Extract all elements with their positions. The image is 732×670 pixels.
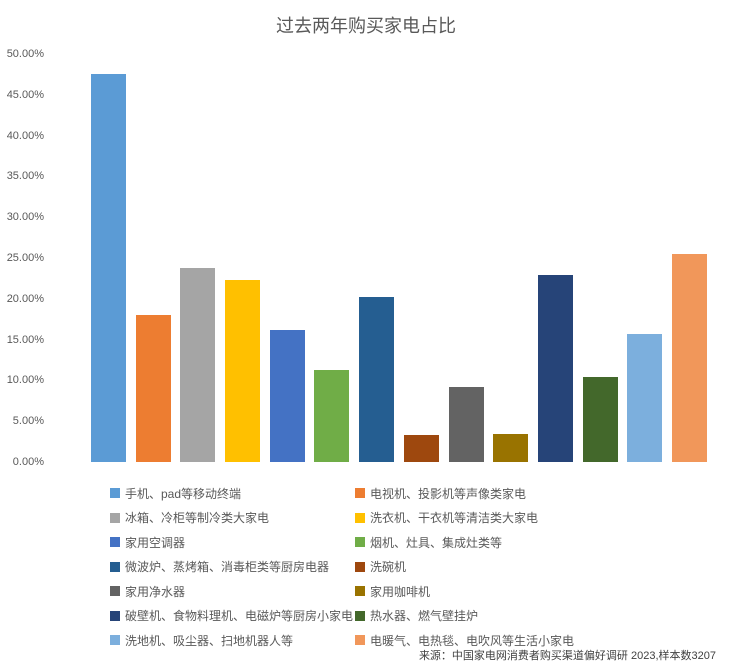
legend-item: 微波炉、蒸烤箱、消毒柜类等厨房电器 (110, 555, 355, 580)
y-axis-tick-label: 35.00% (6, 170, 44, 183)
legend-item: 洗碗机 (355, 555, 574, 580)
legend-item: 热水器、燃气壁挂炉 (355, 604, 574, 629)
legend-label: 洗碗机 (370, 560, 407, 575)
legend-item: 电视机、投影机等声像类家电 (355, 481, 574, 506)
chart-bar-1 (91, 74, 126, 462)
chart-bar-4 (225, 280, 261, 462)
legend-marker (355, 610, 365, 621)
legend-label: 电视机、投影机等声像类家电 (370, 486, 527, 501)
chart-bar-14 (671, 253, 707, 462)
source-note: 来源：中国家电网消费者购买渠道偏好调研 2023,样本数3207 (418, 650, 716, 662)
legend-marker (110, 512, 120, 523)
chart-bar-9 (448, 386, 484, 462)
legend-item: 手机、pad等移动终端 (110, 481, 355, 506)
legend-label: 洗衣机、干衣机等清洁类大家电 (370, 511, 539, 526)
y-axis-tick-label: 50.00% (6, 48, 44, 60)
legend-marker (355, 537, 365, 548)
y-axis: 50.00% 45.00% 40.00% 35.00% 30.00% 25.00% 20.0… (0, 48, 44, 468)
chart-bar-8 (403, 435, 439, 462)
legend-marker (110, 586, 120, 597)
legend-label: 电暖气、电热毯、电吹风等生活小家电 (370, 633, 575, 648)
legend-item: 电暖气、电热毯、电吹风等生活小家电 (355, 628, 574, 653)
y-axis-tick-label: 15.00% (6, 333, 44, 346)
chart-bar-7 (359, 297, 395, 462)
legend-label: 家用空调器 (125, 535, 186, 550)
y-axis-tick-label: 20.00% (6, 292, 44, 305)
plot-area (50, 54, 722, 462)
y-axis-tick-label: 30.00% (6, 211, 44, 224)
legend-item: 洗地机、吸尘器、扫地机器人等 (110, 628, 355, 653)
legend-marker (355, 488, 365, 499)
legend-label: 洗地机、吸尘器、扫地机器人等 (125, 633, 294, 648)
legend-marker (355, 586, 365, 597)
legend-label: 微波炉、蒸烤箱、消毒柜类等厨房电器 (125, 560, 330, 575)
y-axis-tick-label: 0.00% (12, 456, 44, 468)
legend: 手机、pad等移动终端 电视机、投影机等声像类家电冰箱、冷柜等制冷类大家电 洗衣机、… (110, 481, 574, 653)
chart-bar-6 (314, 369, 350, 462)
legend-marker (110, 537, 120, 548)
legend-label: 热水器、燃气壁挂炉 (370, 609, 479, 624)
chart-bar-11 (537, 275, 573, 462)
legend-marker (355, 561, 365, 572)
legend-item: 冰箱、冷柜等制冷类大家电 (110, 506, 355, 531)
legend-marker (355, 512, 365, 523)
chart-title: 过去两年购买家电占比 (276, 16, 456, 36)
legend-item: 家用空调器 (110, 530, 355, 555)
chart-bar-5 (269, 329, 305, 462)
y-axis-tick-label: 25.00% (6, 252, 44, 264)
chart-bar-12 (582, 377, 618, 462)
legend-label: 烟机、灶具、集成灶类等 (370, 535, 503, 550)
chart-bar-13 (627, 333, 663, 462)
legend-item: 家用净水器 (110, 579, 355, 604)
chart-bar-2 (135, 315, 171, 462)
y-axis-tick-label: 5.00% (12, 415, 44, 428)
legend-item: 家用咖啡机 (355, 579, 574, 604)
y-axis-tick-label: 10.00% (6, 374, 44, 387)
legend-item: 洗衣机、干衣机等清洁类大家电 (355, 506, 574, 531)
legend-label: 家用净水器 (125, 584, 186, 599)
legend-label: 家用咖啡机 (370, 584, 431, 599)
legend-label: 冰箱、冷柜等制冷类大家电 (125, 511, 270, 526)
chart-bar-10 (493, 434, 529, 462)
legend-marker (110, 610, 120, 621)
y-axis-tick-label: 40.00% (6, 129, 44, 142)
legend-item: 烟机、灶具、集成灶类等 (355, 530, 574, 555)
legend-item: 破壁机、食物料理机、电磁炉等厨房小家电 (110, 604, 355, 629)
legend-marker (110, 635, 120, 646)
legend-marker (355, 635, 365, 646)
legend-marker (110, 561, 120, 572)
legend-label: 手机、pad等移动终端 (125, 486, 242, 501)
legend-marker (110, 488, 120, 499)
legend-label: 破壁机、食物料理机、电磁炉等厨房小家电 (125, 609, 354, 624)
chart-bar-3 (180, 267, 216, 462)
y-axis-tick-label: 45.00% (6, 88, 44, 101)
